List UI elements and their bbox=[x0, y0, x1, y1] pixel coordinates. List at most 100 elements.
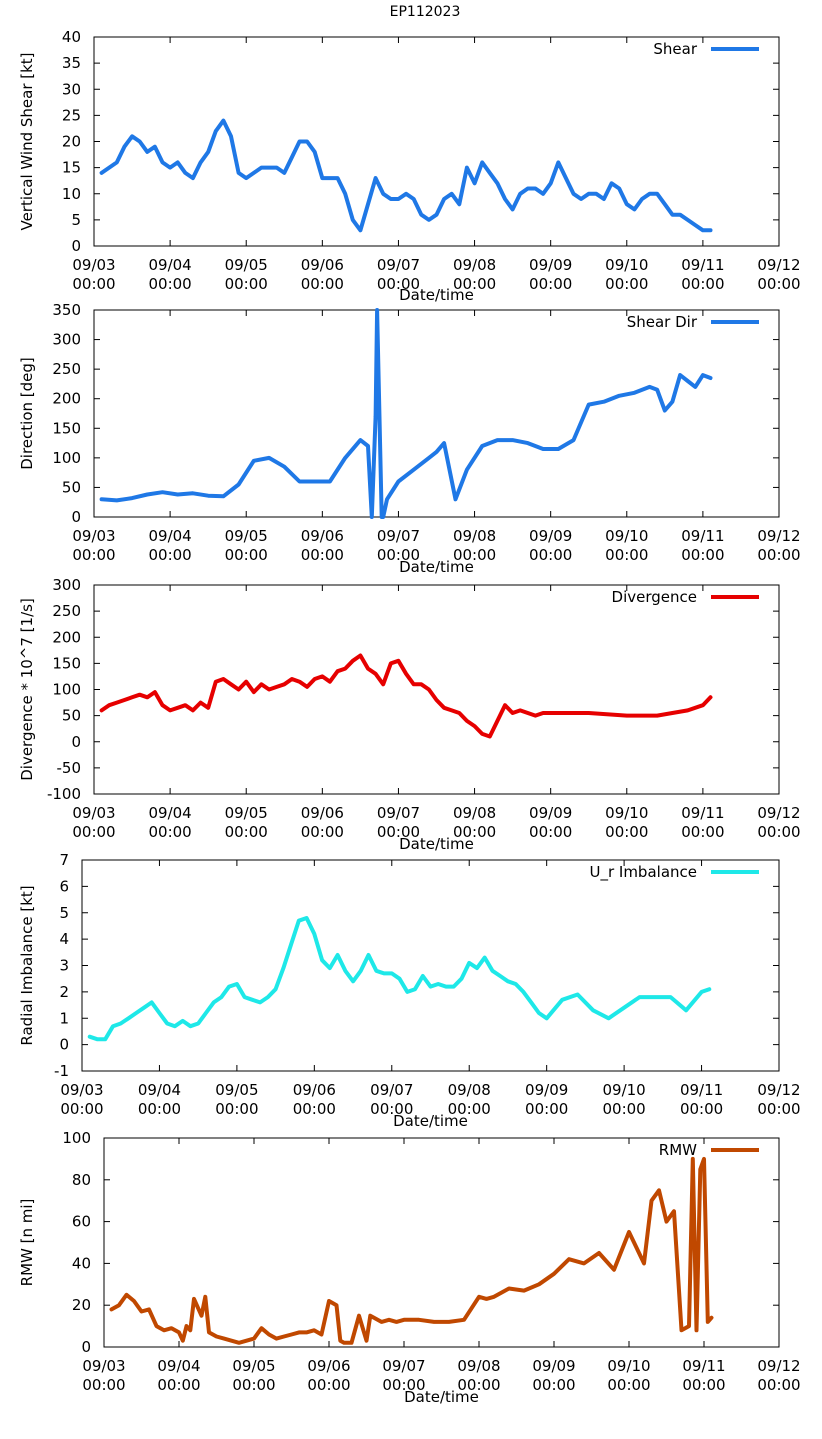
x-tick-time-label: 00:00 bbox=[453, 275, 496, 293]
x-tick-date-label: 09/05 bbox=[225, 527, 268, 545]
x-tick-time-label: 00:00 bbox=[680, 1100, 723, 1118]
y-axis-title: Divergence * 10^7 [1/s] bbox=[18, 598, 36, 781]
x-tick-time-label: 00:00 bbox=[148, 823, 191, 841]
y-tick-label: 5 bbox=[59, 904, 69, 922]
x-tick-date-label: 09/05 bbox=[225, 804, 268, 822]
x-tick-time-label: 00:00 bbox=[453, 823, 496, 841]
x-tick-time-label: 00:00 bbox=[157, 1376, 200, 1394]
x-tick-date-label: 09/06 bbox=[307, 1357, 350, 1375]
y-axis-title: Radial Imbalance [kt] bbox=[18, 885, 36, 1045]
x-tick-date-label: 09/07 bbox=[377, 804, 420, 822]
x-tick-date-label: 09/10 bbox=[602, 1081, 645, 1099]
x-tick-time-label: 00:00 bbox=[382, 1376, 425, 1394]
x-axis-title: Date/time bbox=[399, 835, 474, 853]
x-tick-date-label: 09/03 bbox=[82, 1357, 125, 1375]
y-tick-label: 300 bbox=[52, 576, 81, 594]
x-tick-date-label: 09/04 bbox=[148, 256, 191, 274]
legend-label: RMW bbox=[659, 1141, 697, 1159]
x-tick-date-label: 09/03 bbox=[72, 527, 115, 545]
x-tick-date-label: 09/12 bbox=[757, 527, 800, 545]
y-tick-label: 1 bbox=[59, 1009, 69, 1027]
x-tick-time-label: 00:00 bbox=[529, 823, 572, 841]
x-tick-date-label: 09/07 bbox=[377, 256, 420, 274]
x-tick-date-label: 09/07 bbox=[382, 1357, 425, 1375]
x-tick-date-label: 09/10 bbox=[605, 256, 648, 274]
x-tick-time-label: 00:00 bbox=[681, 275, 724, 293]
x-tick-time-label: 00:00 bbox=[605, 823, 648, 841]
x-tick-date-label: 09/08 bbox=[453, 804, 496, 822]
x-tick-date-label: 09/12 bbox=[757, 256, 800, 274]
series-line-shear bbox=[99, 118, 713, 233]
x-tick-date-label: 09/06 bbox=[301, 527, 344, 545]
y-tick-label: 30 bbox=[62, 80, 81, 98]
x-tick-time-label: 00:00 bbox=[682, 1376, 725, 1394]
x-tick-time-label: 00:00 bbox=[232, 1376, 275, 1394]
x-tick-time-label: 00:00 bbox=[72, 275, 115, 293]
x-tick-date-label: 09/11 bbox=[681, 256, 724, 274]
x-tick-date-label: 09/04 bbox=[138, 1081, 181, 1099]
x-tick-time-label: 00:00 bbox=[377, 275, 420, 293]
y-tick-label: 3 bbox=[59, 957, 69, 975]
y-tick-label: 300 bbox=[52, 331, 81, 349]
x-tick-time-label: 00:00 bbox=[72, 546, 115, 564]
x-tick-date-label: 09/09 bbox=[529, 256, 572, 274]
y-tick-label: 350 bbox=[52, 301, 81, 319]
x-tick-time-label: 00:00 bbox=[370, 1100, 413, 1118]
x-tick-time-label: 00:00 bbox=[681, 546, 724, 564]
x-tick-time-label: 00:00 bbox=[138, 1100, 181, 1118]
x-tick-time-label: 00:00 bbox=[448, 1100, 491, 1118]
legend-label: U_r Imbalance bbox=[589, 863, 697, 882]
x-tick-date-label: 09/08 bbox=[453, 527, 496, 545]
x-tick-time-label: 00:00 bbox=[757, 1100, 800, 1118]
x-tick-date-label: 09/11 bbox=[682, 1357, 725, 1375]
y-tick-label: 200 bbox=[52, 628, 81, 646]
y-tick-label: 25 bbox=[62, 106, 81, 124]
x-tick-time-label: 00:00 bbox=[307, 1376, 350, 1394]
y-tick-label: 60 bbox=[72, 1213, 91, 1231]
y-tick-label: 20 bbox=[72, 1296, 91, 1314]
y-tick-label: 0 bbox=[71, 508, 81, 526]
x-tick-time-label: 00:00 bbox=[60, 1100, 103, 1118]
y-tick-label: 7 bbox=[59, 851, 69, 869]
chart-panel-divergence: -100-5005010015020025030009/0300:0009/04… bbox=[18, 576, 801, 853]
x-tick-time-label: 00:00 bbox=[457, 1376, 500, 1394]
y-axis-title: RMW [n mi] bbox=[18, 1199, 36, 1287]
x-tick-date-label: 09/09 bbox=[532, 1357, 575, 1375]
legend-label: Shear Dir bbox=[627, 313, 698, 331]
chart-panel-radial_imbalance: -10123456709/0300:0009/0400:0009/0500:00… bbox=[18, 851, 801, 1130]
x-tick-date-label: 09/05 bbox=[232, 1357, 275, 1375]
x-tick-date-label: 09/05 bbox=[225, 256, 268, 274]
x-tick-time-label: 00:00 bbox=[529, 275, 572, 293]
x-tick-time-label: 00:00 bbox=[148, 275, 191, 293]
x-tick-date-label: 09/10 bbox=[605, 804, 648, 822]
x-tick-time-label: 00:00 bbox=[225, 275, 268, 293]
series-line-radial_imbalance bbox=[87, 916, 712, 1042]
x-tick-date-label: 09/08 bbox=[457, 1357, 500, 1375]
x-tick-date-label: 09/03 bbox=[72, 804, 115, 822]
plot-frame bbox=[93, 309, 780, 518]
y-tick-label: -50 bbox=[57, 759, 82, 777]
x-tick-date-label: 09/10 bbox=[607, 1357, 650, 1375]
x-tick-date-label: 09/03 bbox=[72, 256, 115, 274]
x-tick-time-label: 00:00 bbox=[605, 546, 648, 564]
x-tick-date-label: 09/08 bbox=[448, 1081, 491, 1099]
x-tick-date-label: 09/07 bbox=[377, 527, 420, 545]
x-tick-date-label: 09/06 bbox=[293, 1081, 336, 1099]
y-tick-label: 150 bbox=[52, 419, 81, 437]
x-tick-date-label: 09/10 bbox=[605, 527, 648, 545]
y-tick-label: 150 bbox=[52, 654, 81, 672]
y-tick-label: 2 bbox=[59, 983, 69, 1001]
y-tick-label: 0 bbox=[81, 1338, 91, 1356]
plot-frame bbox=[93, 584, 780, 795]
y-tick-label: 35 bbox=[62, 54, 81, 72]
chart-panel-rmw: 02040608010009/0300:0009/0400:0009/0500:… bbox=[18, 1129, 801, 1406]
y-tick-label: 250 bbox=[52, 360, 81, 378]
y-tick-label: -100 bbox=[47, 785, 81, 803]
y-axis-title: Vertical Wind Shear [kt] bbox=[18, 52, 36, 230]
y-tick-label: 50 bbox=[62, 707, 81, 725]
x-tick-date-label: 09/11 bbox=[681, 804, 724, 822]
y-tick-label: 40 bbox=[62, 28, 81, 46]
x-tick-time-label: 00:00 bbox=[225, 546, 268, 564]
legend-label: Shear bbox=[653, 40, 697, 58]
